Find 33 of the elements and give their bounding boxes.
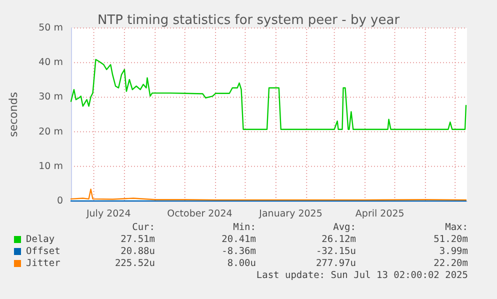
y-tick-label: 40 m xyxy=(38,57,63,68)
text: 27.51m xyxy=(120,234,155,245)
text: 26.12m xyxy=(322,234,356,245)
x-tick-label: July 2024 xyxy=(85,208,131,220)
legend-label: Delay xyxy=(26,234,55,245)
text: 20.88u xyxy=(120,246,155,257)
line-series xyxy=(70,58,467,130)
text: Cur: xyxy=(132,222,155,233)
y-tick-label: 50 m xyxy=(38,22,63,34)
y-tick-label: 30 m xyxy=(38,92,63,103)
x-tick-label: January 2025 xyxy=(258,208,322,220)
text: Min: xyxy=(233,222,256,233)
y-axis-title: seconds xyxy=(7,92,20,137)
chart-title: NTP timing statistics for system peer - by year xyxy=(97,13,400,28)
text: -32.15u xyxy=(316,246,356,257)
text: 20.41m xyxy=(222,234,256,245)
text: 51.20m xyxy=(434,234,468,245)
text: 3.99m xyxy=(439,246,468,257)
text: Max: xyxy=(445,222,468,233)
y-tick-label: 0 xyxy=(56,196,63,206)
text: 8.00u xyxy=(227,258,256,269)
x-tick-label: April 2025 xyxy=(355,208,404,220)
y-tick-label: 10 m xyxy=(38,160,63,172)
x-tick-label: October 2024 xyxy=(167,208,232,220)
legend-label: Jitter xyxy=(26,258,60,269)
text: Last update: Sun Jul 13 02:00:02 2025 xyxy=(256,270,468,281)
text: 22.20m xyxy=(434,258,468,269)
text: 225.52u xyxy=(114,258,155,269)
legend-label: Offset xyxy=(26,246,60,257)
y-tick-label: 20 m xyxy=(38,126,63,138)
text: 277.97u xyxy=(316,258,356,269)
text: -8.36m xyxy=(222,246,256,257)
text: Avg: xyxy=(333,222,356,233)
